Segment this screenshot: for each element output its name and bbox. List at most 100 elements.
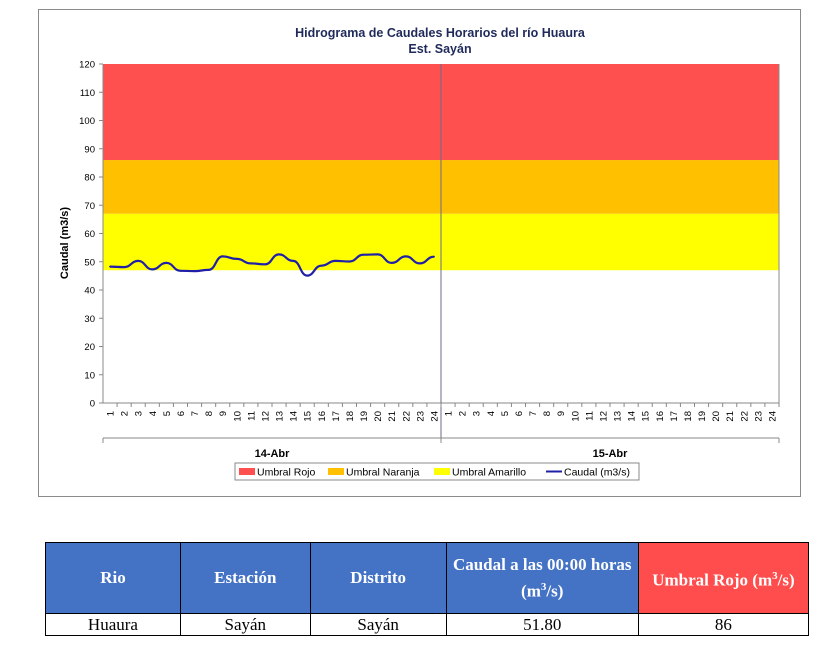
y-tick-label: 100 — [79, 116, 95, 127]
x-tick-label: 15 — [641, 411, 652, 422]
x-tick-label: 18 — [345, 411, 356, 422]
x-tick-label: 3 — [134, 411, 145, 416]
y-tick-label: 110 — [80, 88, 95, 99]
caudal-point — [109, 265, 111, 268]
caudal-point — [404, 255, 407, 258]
header-umbral-sup: 3 — [772, 569, 778, 582]
station-table: Rio Estación Distrito Caudal a las 00:00… — [45, 542, 810, 636]
x-tick-label: 21 — [725, 411, 736, 422]
x-tick-label: 10 — [232, 411, 243, 422]
x-tick-label: 14 — [627, 411, 638, 422]
x-tick-label: 22 — [739, 411, 750, 422]
x-tick-label: 23 — [415, 411, 426, 422]
y-tick-label: 70 — [84, 201, 95, 212]
x-tick-label: 10 — [570, 411, 581, 422]
y-tick-label: 120 — [79, 60, 95, 71]
header-estacion: Estación — [179, 542, 311, 614]
x-tick-label: 8 — [542, 411, 553, 416]
chart-subtitle: Est. Sayán — [408, 42, 471, 56]
x-tick-label: 11 — [584, 411, 595, 421]
caudal-point — [264, 263, 266, 266]
table-header-row: Rio Estación Distrito Caudal a las 00:00… — [45, 542, 810, 614]
x-tick-label: 15 — [303, 411, 314, 422]
caudal-point — [306, 274, 309, 277]
header-caudal-text: Caudal a las 00:00 horas (m — [452, 554, 632, 601]
x-tick-label: 3 — [472, 411, 483, 416]
cell-estacion: Sayán — [179, 613, 311, 636]
chart-title: Hidrograma de Caudales Horarios del río … — [295, 26, 586, 40]
y-tick-label: 20 — [84, 342, 95, 353]
series-layer — [109, 253, 435, 277]
y-tick-label: 30 — [84, 314, 95, 325]
legend-swatch — [328, 468, 344, 475]
x-tick-label: 22 — [401, 411, 412, 422]
day-label: 14-Abr — [255, 448, 291, 460]
header-caudal-unit: /s) — [546, 581, 564, 601]
caudal-point — [390, 262, 393, 264]
legend-label: Umbral Amarillo — [452, 467, 526, 479]
cell-rio: Huaura — [45, 613, 181, 636]
caudal-point — [419, 262, 421, 265]
cell-umbral-rojo: 86 — [637, 613, 810, 636]
y-tick-label: 0 — [90, 399, 95, 410]
x-tick-label: 19 — [359, 411, 370, 422]
x-tick-label: 12 — [260, 411, 271, 422]
caudal-point — [165, 262, 168, 264]
y-tick-label: 90 — [84, 144, 95, 155]
x-tick-label: 4 — [148, 411, 159, 416]
x-tick-label: 2 — [120, 411, 131, 416]
x-tick-label: 14 — [289, 411, 300, 422]
table-row: Huaura Sayán Sayán 51.80 86 — [45, 613, 810, 636]
caudal-point — [292, 260, 294, 262]
header-umbral-rojo: Umbral Rojo (m3/s) — [637, 542, 810, 614]
x-tick-label: 4 — [486, 411, 497, 416]
header-umbral-text: Umbral Rojo (m — [652, 570, 773, 590]
x-tick-label: 5 — [500, 411, 511, 416]
caudal-point — [250, 262, 252, 265]
x-tick-label: 13 — [275, 411, 286, 422]
legend-swatch — [434, 468, 450, 475]
caudal-point — [151, 268, 154, 271]
caudal-point — [433, 255, 435, 258]
legend-label: Umbral Rojo — [257, 467, 316, 479]
x-tick-label: 1 — [106, 411, 117, 416]
x-tick-label: 17 — [331, 411, 342, 422]
x-tick-label: 11 — [246, 411, 257, 421]
header-distrito: Distrito — [309, 542, 447, 614]
x-tick-label: 19 — [697, 411, 708, 422]
y-axis-label: Caudal (m3/s) — [59, 207, 71, 279]
header-umbral-unit: /s) — [777, 570, 795, 590]
x-tick-label: 9 — [556, 411, 567, 416]
caudal-point — [179, 269, 182, 272]
caudal-point — [207, 269, 210, 271]
x-tick-label: 9 — [218, 411, 229, 416]
caudal-point — [193, 270, 196, 272]
caudal-point — [376, 253, 379, 256]
caudal-point — [123, 266, 125, 268]
x-tick-label: 18 — [683, 411, 694, 422]
x-tick-label: 20 — [711, 411, 722, 422]
x-tick-label: 1 — [444, 411, 455, 416]
y-tick-label: 50 — [84, 257, 95, 268]
x-tick-label: 2 — [458, 411, 469, 416]
y-tick-label: 10 — [84, 370, 95, 381]
caudal-series-line — [109, 253, 435, 277]
x-tick-label: 20 — [373, 411, 384, 422]
day-label: 15-Abr — [593, 448, 629, 460]
legend-label: Umbral Naranja — [346, 467, 420, 479]
legend-swatch — [239, 468, 255, 475]
x-tick-label: 12 — [598, 411, 609, 422]
caudal-point — [362, 253, 365, 256]
header-caudal-sup: 3 — [540, 580, 547, 593]
header-caudal: Caudal a las 00:00 horas (m3/s) — [445, 542, 639, 614]
x-tick-label: 7 — [528, 411, 539, 416]
caudal-point — [137, 260, 140, 262]
x-tick-label: 24 — [767, 411, 778, 422]
hydrograph-chart: Hidrograma de Caudales Horarios del río … — [59, 26, 780, 481]
caudal-point — [221, 255, 224, 258]
cell-distrito: Sayán — [309, 613, 447, 636]
y-tick-label: 80 — [84, 173, 95, 184]
x-tick-label: 21 — [387, 411, 398, 422]
x-tick-label: 24 — [429, 411, 440, 422]
